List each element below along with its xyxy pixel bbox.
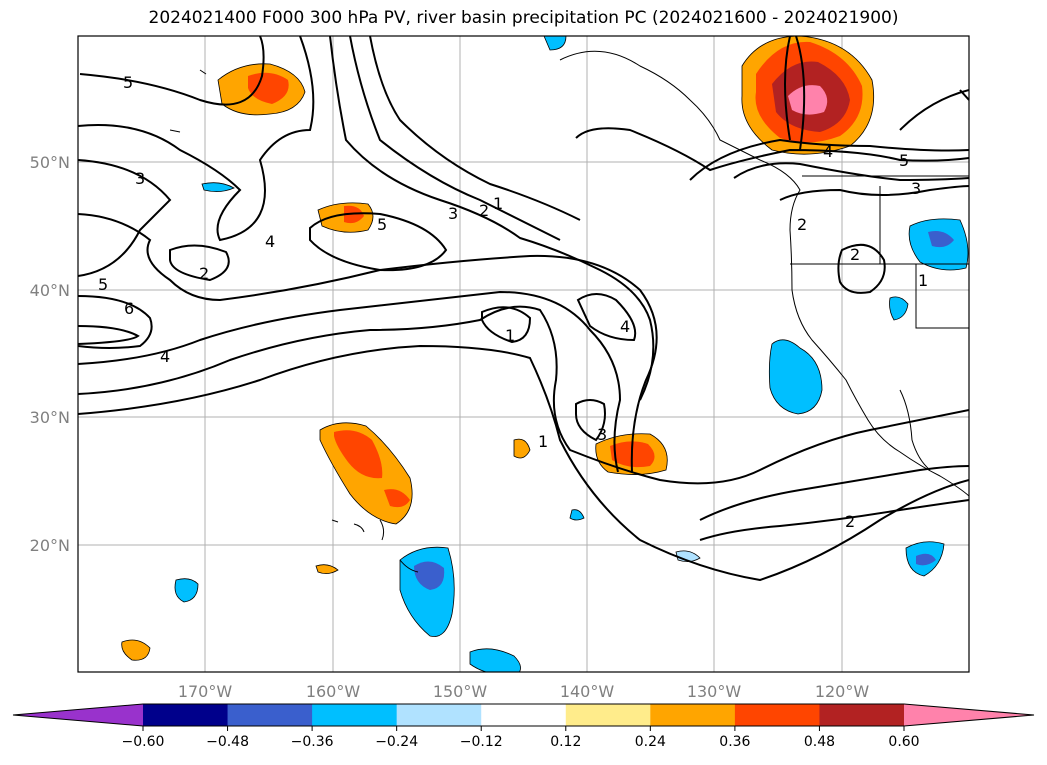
colorbar-segment	[565, 704, 651, 726]
pv-label: 6	[124, 299, 134, 318]
pv-label: 2	[845, 512, 855, 531]
pv-label: 3	[597, 425, 607, 444]
pv-contour-labels: 5 3 4 2 5 6 4 5 3 2 1 1 1 4 3 4 5 3 2 2 …	[98, 73, 928, 531]
pv-label: 4	[823, 142, 833, 161]
precip-positive-anomalies	[121, 36, 875, 661]
pv-label: 1	[505, 326, 515, 345]
map-frame	[77, 35, 970, 673]
lat-label: 20°N	[30, 536, 70, 555]
pv-label: 4	[160, 347, 170, 366]
colorbar-tick-label: −0.48	[206, 734, 249, 750]
colorbar-tick-label: 0.60	[888, 734, 919, 750]
graticule	[78, 36, 969, 672]
colorbar-tick-label: −0.60	[122, 734, 165, 750]
pv-label: 2	[850, 245, 860, 264]
pv-label: 3	[448, 204, 458, 223]
pv-label: 5	[123, 73, 133, 92]
pv-label: 4	[265, 232, 275, 251]
lat-label: 30°N	[30, 408, 70, 427]
pv-label: 4	[620, 317, 630, 336]
colorbar-tick-label: 0.36	[719, 734, 750, 750]
pv-label: 1	[918, 271, 928, 290]
pv-label: 1	[538, 432, 548, 451]
pv-label: 2	[797, 215, 807, 234]
lon-label: 150°W	[433, 682, 488, 701]
pv-label: 3	[135, 169, 145, 188]
pv-label: 3	[911, 179, 921, 198]
longitude-labels: 170°W 160°W 150°W 140°W 130°W 120°W	[178, 682, 870, 701]
colorbar-segment	[734, 704, 820, 726]
pv-label: 2	[199, 264, 209, 283]
latitude-labels: 50°N 40°N 30°N 20°N	[30, 153, 70, 555]
colorbar-tick-label: −0.12	[460, 734, 503, 750]
precip-negative-anomalies	[174, 36, 969, 672]
pv-contours	[78, 36, 969, 582]
colorbar-segment	[396, 704, 482, 726]
pv-label: 1	[493, 194, 503, 213]
pv-label: 2	[479, 201, 489, 220]
colorbar: −0.60 −0.48 −0.36 −0.24 −0.12 0.12 0.24 0.36 0.4…	[12, 703, 1035, 750]
colorbar-extend-min	[13, 704, 143, 726]
colorbar-tick-label: 0.48	[804, 734, 835, 750]
coastlines	[169, 50, 969, 573]
colorbar-tick-label: 0.12	[550, 734, 581, 750]
lat-label: 40°N	[30, 281, 70, 300]
colorbar-segment	[143, 704, 229, 726]
colorbar-tick-label: 0.24	[635, 734, 666, 750]
colorbar-segment	[227, 704, 313, 726]
lat-label: 50°N	[30, 153, 70, 172]
lon-label: 120°W	[815, 682, 870, 701]
colorbar-segment	[312, 704, 398, 726]
pv-label: 5	[377, 215, 387, 234]
colorbar-extend-max	[904, 704, 1034, 726]
lon-label: 170°W	[178, 682, 233, 701]
lon-label: 140°W	[560, 682, 615, 701]
pv-label: 5	[98, 275, 108, 294]
pv-label: 5	[899, 151, 909, 170]
colorbar-segment	[650, 704, 736, 726]
colorbar-tick-label: −0.24	[375, 734, 418, 750]
colorbar-tick-label: −0.36	[291, 734, 334, 750]
colorbar-segment	[819, 704, 905, 726]
lon-label: 160°W	[306, 682, 361, 701]
lon-label: 130°W	[687, 682, 742, 701]
map-title: 2024021400 F000 300 hPa PV, river basin …	[148, 8, 899, 28]
colorbar-segment	[481, 704, 567, 726]
